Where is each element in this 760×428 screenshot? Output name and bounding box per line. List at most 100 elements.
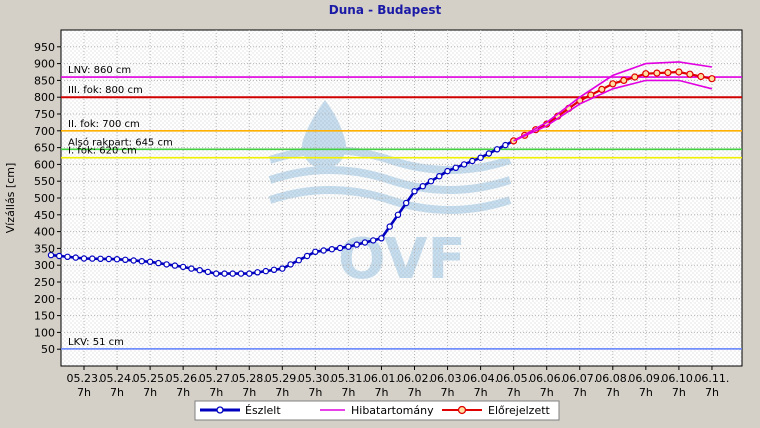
x-tick-label-hour: 7h [540,386,554,399]
y-tick-label: 50 [41,343,55,356]
x-tick-label-date: 05.31. [331,372,366,385]
data-point-observed [163,261,170,268]
data-point-observed [328,245,336,253]
data-point-forecast [653,69,661,77]
reference-line-label: LNV: 860 cm [68,65,131,76]
x-tick-label-hour: 7h [308,386,322,399]
data-point-forecast [675,68,683,76]
x-tick-label-date: 06.05. [496,372,531,385]
data-point-observed [287,261,294,268]
x-tick-label-hour: 7h [408,386,422,399]
x-tick-label-date: 06.11. [694,372,729,385]
data-point-observed [370,237,377,244]
y-tick-label: 850 [34,74,55,87]
x-tick-label-hour: 7h [77,386,91,399]
data-point-forecast [664,68,672,77]
data-point-observed [345,243,352,250]
x-tick-label-hour: 7h [474,386,488,399]
x-tick-label-date: 05.23. [67,372,102,385]
x-tick-label-date: 06.08. [595,372,630,385]
x-tick-label-hour: 7h [110,386,124,399]
data-point-observed [436,172,443,180]
data-point-observed [303,252,311,260]
data-point-observed [130,257,137,264]
x-tick-label-date: 05.29. [265,372,300,385]
x-tick-label-hour: 7h [639,386,653,399]
data-point-observed [212,270,220,277]
data-point-observed [237,270,245,277]
data-point-observed [64,253,71,260]
data-point-forecast [598,85,606,94]
legend-label-error-range: Hibatartomány [351,404,434,417]
data-point-observed [444,167,451,175]
data-point-forecast [620,76,628,85]
reference-line-label: I. fok: 620 cm [68,146,137,157]
x-tick-label-hour: 7h [209,386,223,399]
y-tick-label: 650 [34,142,55,155]
x-tick-label-date: 05.27. [199,372,234,385]
x-tick-label-date: 06.07. [562,372,597,385]
y-tick-label: 600 [34,158,55,171]
data-point-observed [179,263,187,271]
data-point-observed [485,150,493,157]
legend-item-observed: Észlelt [200,404,281,417]
data-point-observed [80,255,88,262]
data-point-observed [204,268,212,276]
x-tick-label-date: 06.01. [364,372,399,385]
x-tick-label-hour: 7h [441,386,455,399]
data-point-observed [105,255,113,263]
data-point-forecast [631,73,639,81]
reference-line-label: III. fok: 800 cm [68,85,143,96]
data-point-forecast [686,70,694,78]
x-tick-label-date: 06.02. [397,372,432,385]
data-point-observed [411,188,418,195]
x-tick-label-hour: 7h [275,386,289,399]
x-tick-label-hour: 7h [341,386,355,399]
reference-line-label: LKV: 51 cm [68,337,124,348]
y-tick-label: 450 [34,209,55,222]
y-tick-label: 200 [34,293,55,306]
y-tick-label: 900 [34,58,55,71]
x-tick-label-hour: 7h [374,386,388,399]
series-line-error-range [513,79,713,142]
legend: Észlelt Hibatartomány Előrejelzett [194,400,560,421]
data-point-observed [122,256,129,263]
data-point-observed [188,265,195,272]
data-point-observed [47,251,55,259]
x-tick-label-date: 06.10. [661,372,696,385]
x-tick-label-hour: 7h [507,386,521,399]
data-point-forecast [642,70,650,78]
y-tick-label: 550 [34,175,55,188]
data-point-observed [171,262,179,269]
x-tick-label-date: 06.04. [463,372,498,385]
data-point-observed [270,266,278,273]
x-tick-label-hour: 7h [143,386,157,399]
x-tick-label-hour: 7h [242,386,256,399]
y-tick-label: 300 [34,259,55,272]
data-point-observed [221,270,228,277]
data-point-observed [97,255,104,262]
legend-label-forecast: Előrejelzett [488,404,551,417]
data-point-observed [361,239,369,246]
data-point-observed [419,182,426,190]
data-point-observed [155,259,162,267]
legend-item-forecast: Előrejelzett [442,404,551,417]
x-tick-label-date: 06.03. [430,372,465,385]
data-point-observed [477,154,484,161]
data-point-observed [312,248,319,255]
data-point-observed [320,247,327,254]
y-axis-label: Vízállás [cm] [4,163,17,234]
y-tick-label: 100 [34,326,55,339]
y-tick-label: 500 [34,192,55,205]
data-point-observed [403,199,410,207]
data-point-observed [295,257,302,264]
data-point-forecast [708,75,716,83]
data-point-observed [394,211,402,218]
y-tick-label: 250 [34,276,55,289]
x-tick-label-date: 05.25. [133,372,168,385]
data-point-forecast [697,72,705,81]
data-point-observed [452,164,459,171]
data-point-observed [460,161,468,168]
data-point-observed [196,267,203,274]
